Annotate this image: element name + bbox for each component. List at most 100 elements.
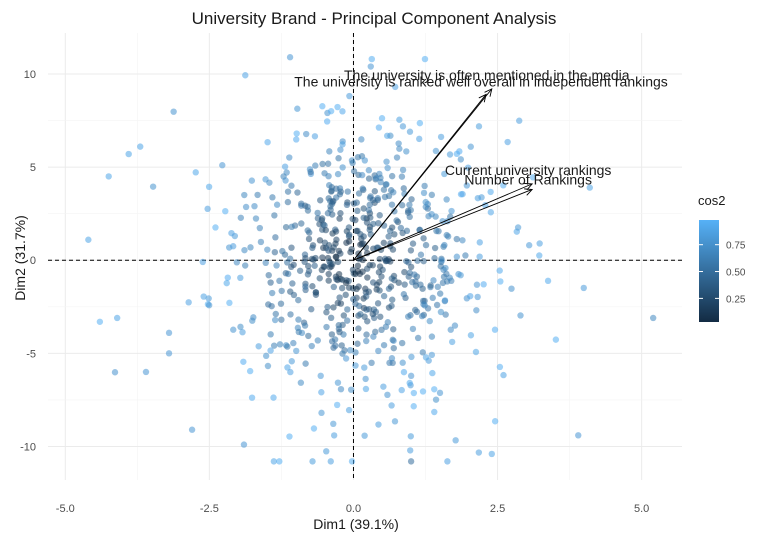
data-point: [414, 257, 421, 264]
data-point: [361, 157, 369, 164]
data-point: [348, 458, 356, 465]
data-point: [336, 191, 344, 198]
data-point: [266, 179, 273, 186]
data-point: [420, 235, 427, 242]
data-point: [388, 172, 396, 180]
data-point: [400, 291, 408, 298]
data-point: [224, 274, 231, 281]
data-point: [334, 379, 342, 386]
data-point: [480, 281, 487, 288]
data-point: [388, 201, 396, 208]
data-point: [286, 433, 293, 440]
data-point: [544, 277, 552, 285]
data-point: [396, 145, 403, 152]
variable-label: The university is ranked well overall in…: [294, 73, 668, 89]
data-point: [375, 347, 382, 355]
data-point: [326, 148, 333, 155]
data-point: [340, 312, 348, 319]
data-point: [428, 191, 436, 199]
data-point: [282, 269, 289, 277]
data-point: [373, 281, 381, 289]
data-point: [467, 143, 474, 150]
grid: [48, 33, 682, 480]
variable-label: Current university rankings: [445, 162, 612, 178]
data-point: [337, 385, 345, 393]
data-point: [338, 342, 345, 349]
data-point: [473, 281, 481, 288]
data-point: [392, 83, 399, 91]
data-point: [271, 212, 278, 219]
data-point: [286, 154, 293, 161]
data-point: [248, 177, 256, 184]
data-point: [318, 266, 326, 274]
data-point: [360, 205, 367, 212]
variable-label: The university is often mentioned in the…: [344, 67, 630, 83]
data-point: [433, 301, 441, 309]
data-point: [376, 255, 383, 263]
variable-arrows: [353, 88, 534, 261]
data-point: [295, 316, 302, 323]
data-point: [363, 331, 370, 338]
data-point: [368, 55, 375, 63]
data-point: [105, 173, 112, 180]
data-point: [308, 306, 315, 313]
data-point: [448, 207, 455, 215]
data-point: [418, 312, 426, 320]
data-point: [384, 164, 391, 172]
variable-arrowhead: [524, 188, 534, 196]
data-point: [237, 214, 245, 221]
data-point: [284, 198, 292, 206]
data-point: [262, 259, 269, 267]
variable-arrowhead: [484, 88, 493, 97]
data-point: [255, 343, 262, 350]
data-point: [388, 302, 395, 310]
data-point: [391, 418, 399, 425]
data-point: [436, 290, 444, 297]
data-point: [352, 349, 359, 356]
data-point: [422, 241, 430, 249]
data-point: [416, 119, 424, 127]
data-point: [304, 227, 311, 234]
data-point: [398, 173, 406, 180]
y-axis-title: Dim2 (31.7%): [12, 215, 28, 301]
data-point: [287, 311, 294, 318]
data-point: [407, 447, 414, 454]
data-point: [334, 103, 341, 111]
data-point: [407, 372, 415, 380]
data-point: [354, 207, 361, 215]
data-point: [242, 203, 250, 211]
data-point: [390, 326, 397, 333]
data-point: [314, 209, 321, 217]
data-point: [185, 299, 192, 306]
data-point: [432, 213, 439, 220]
data-point: [309, 458, 316, 465]
data-point: [378, 115, 386, 122]
data-point: [328, 331, 336, 338]
data-point: [417, 251, 425, 258]
data-point: [406, 379, 413, 387]
data-point: [399, 123, 407, 130]
data-point: [358, 171, 366, 179]
y-tick-label: -10: [20, 441, 36, 453]
data-point: [256, 224, 264, 232]
data-point: [246, 367, 254, 375]
variable-arrow: [353, 94, 487, 261]
data-point: [407, 247, 415, 254]
data-point: [525, 242, 533, 249]
y-axis-ticks: -10 -5 0 5 10: [20, 69, 36, 454]
legend-title: cos2: [698, 193, 725, 208]
y-tick-label: -5: [26, 348, 36, 360]
data-point: [111, 369, 119, 376]
data-point: [408, 196, 415, 203]
data-point: [376, 263, 384, 270]
data-point: [254, 191, 261, 199]
data-point: [271, 316, 279, 324]
data-point: [473, 307, 480, 314]
data-point: [304, 207, 312, 214]
data-point: [228, 229, 235, 237]
data-point: [439, 279, 447, 287]
data-point: [113, 314, 121, 322]
data-point: [312, 162, 319, 169]
data-point: [437, 133, 445, 141]
data-point: [448, 338, 456, 346]
